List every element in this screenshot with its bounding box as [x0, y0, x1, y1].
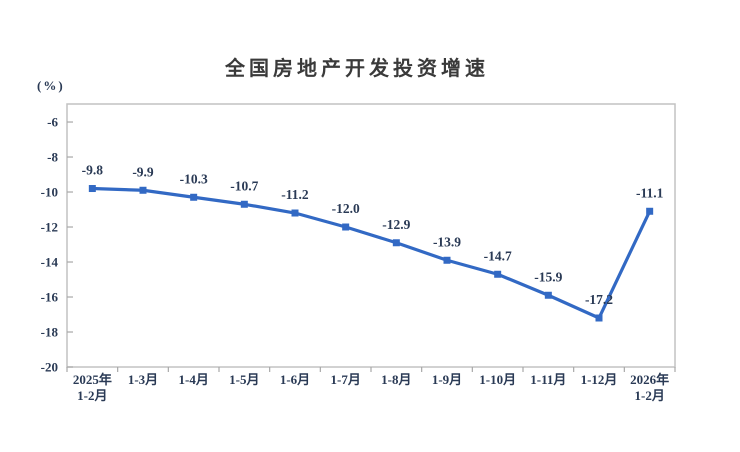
x-axis-tick-label: 2026年 1-2月 — [630, 372, 669, 403]
y-axis-tick-label: -20 — [41, 360, 58, 375]
data-point-label: -17.2 — [585, 292, 613, 307]
y-axis-tick-label: -10 — [41, 185, 58, 200]
x-axis-tick-label: 1-5月 — [229, 372, 259, 387]
data-point-marker — [392, 239, 400, 247]
y-axis-tick-label: -6 — [47, 115, 58, 130]
y-axis-tick-label: -12 — [41, 220, 58, 235]
x-axis-tick-label: 2025年 1-2月 — [73, 372, 112, 403]
data-point-label: -9.8 — [82, 163, 104, 178]
data-point-marker — [342, 223, 350, 231]
y-axis-tick-label: -8 — [47, 150, 58, 165]
data-point-label: -9.9 — [132, 164, 154, 179]
x-axis-tick-label: 1-9月 — [432, 372, 462, 387]
data-series-line — [90, 186, 652, 320]
data-point-label: -13.9 — [433, 234, 461, 249]
data-point-marker — [240, 200, 248, 208]
data-point-label: -12.0 — [332, 201, 360, 216]
data-point-label: -12.9 — [382, 217, 410, 232]
x-axis-tick-label: 1-10月 — [479, 372, 516, 387]
data-point-marker — [494, 270, 502, 278]
x-axis-tick-label: 1-3月 — [128, 372, 158, 387]
data-point-marker — [595, 314, 603, 322]
x-axis-tick-label: 1-6月 — [280, 372, 310, 387]
y-axis-unit-label: (%) — [37, 78, 65, 93]
x-axis-tick-label: 1-8月 — [381, 372, 411, 387]
data-point-label: -10.7 — [230, 178, 258, 193]
y-axis-tick-label: -14 — [41, 255, 59, 270]
data-point-label: -15.9 — [534, 269, 562, 284]
data-point-marker — [544, 291, 552, 299]
x-axis-tick-label: 1-11月 — [530, 372, 566, 387]
x-axis-tick-label: 1-7月 — [330, 372, 360, 387]
y-axis-tick-label: -16 — [41, 290, 59, 305]
data-point-label: -11.1 — [636, 185, 664, 200]
data-point-label: -11.2 — [281, 187, 309, 202]
data-point-label: -10.3 — [180, 171, 208, 186]
data-point-marker — [88, 185, 96, 193]
chart-title: 全国房地产开发投资增速 — [225, 58, 489, 80]
y-axis-tick-label: -18 — [41, 325, 59, 340]
x-axis-tick-label: 1-12月 — [581, 372, 618, 387]
data-point-marker — [139, 186, 147, 194]
data-point-label: -14.7 — [484, 248, 512, 263]
data-point-marker — [291, 209, 299, 217]
data-point-marker — [443, 256, 451, 264]
data-point-marker — [190, 193, 198, 201]
data-point-marker — [646, 207, 654, 215]
x-axis-tick-label: 1-4月 — [178, 372, 208, 387]
